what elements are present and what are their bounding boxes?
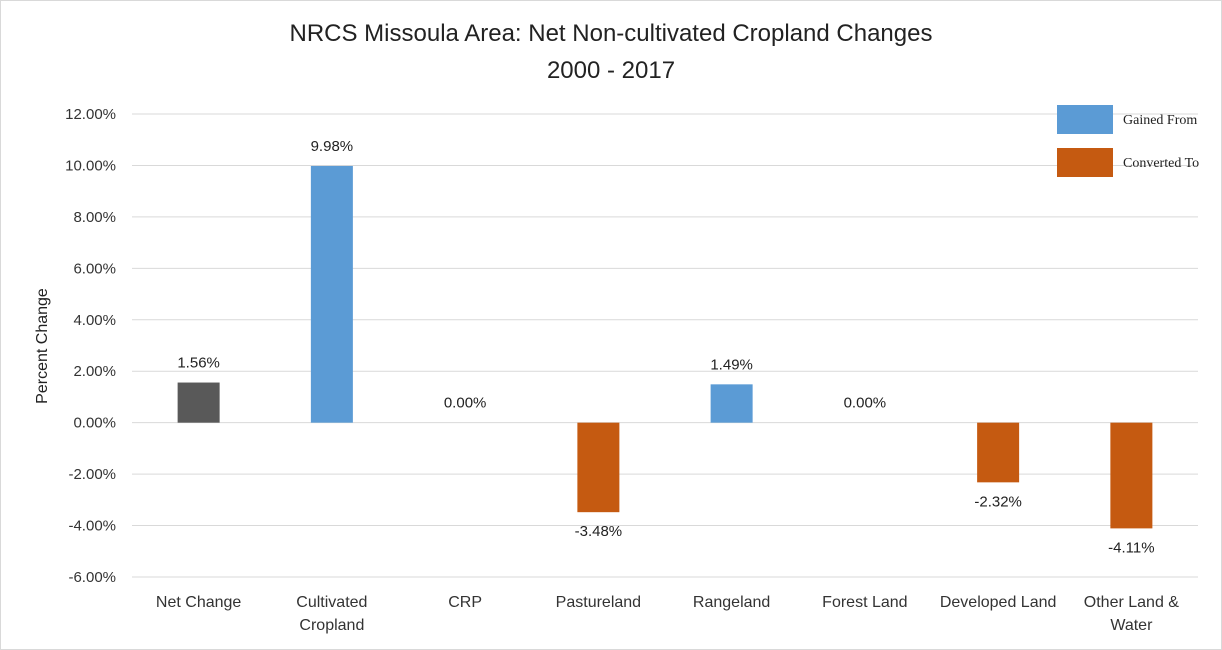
chart-subtitle: 2000 - 2017	[546, 57, 676, 84]
bar	[577, 422, 620, 513]
y-tick-label: -2.00%	[68, 466, 116, 483]
y-tick-label: -4.00%	[68, 518, 116, 535]
x-tick-label: Rangeland	[693, 594, 770, 611]
x-tick-label: Water	[1110, 617, 1153, 634]
data-label: 1.56%	[177, 355, 220, 372]
x-tick-label: Cropland	[299, 617, 364, 634]
y-tick-label: 10.00%	[65, 157, 116, 174]
data-label: -4.11%	[1108, 539, 1154, 556]
data-label: 1.49%	[710, 356, 753, 373]
y-tick-label: 12.00%	[65, 106, 116, 123]
x-tick-label: Developed Land	[940, 594, 1057, 611]
data-label: 0.00%	[844, 395, 887, 412]
x-tick-label: Cultivated	[296, 594, 367, 611]
bar	[710, 384, 753, 423]
x-tick-label: CRP	[448, 594, 482, 611]
legend-label: Converted To	[1123, 156, 1199, 171]
legend-swatch	[1057, 148, 1113, 177]
legend-label: Gained From	[1123, 113, 1197, 128]
x-tick-label: Forest Land	[822, 594, 907, 611]
x-tick-label: Other Land &	[1084, 594, 1180, 611]
legend-swatch	[1057, 105, 1113, 134]
chart-title: NRCS Missoula Area: Net Non-cultivated C…	[289, 20, 933, 47]
y-axis-label: Percent Change	[34, 288, 51, 404]
y-tick-label: -6.00%	[68, 569, 116, 586]
bar	[310, 165, 353, 423]
data-label: -3.48%	[575, 523, 623, 540]
x-tick-label: Net Change	[156, 594, 241, 611]
y-tick-label: 8.00%	[73, 209, 116, 226]
bar	[977, 422, 1020, 483]
y-tick-label: 2.00%	[73, 363, 116, 380]
bar	[1110, 422, 1153, 529]
data-label: 9.98%	[311, 138, 354, 155]
data-label: -2.32%	[974, 493, 1022, 510]
x-tick-label: Pastureland	[556, 594, 641, 611]
y-tick-label: 6.00%	[73, 260, 116, 277]
bar	[177, 382, 220, 423]
y-tick-label: 4.00%	[73, 312, 116, 329]
y-tick-label: 0.00%	[73, 415, 116, 432]
data-label: 0.00%	[444, 395, 487, 412]
